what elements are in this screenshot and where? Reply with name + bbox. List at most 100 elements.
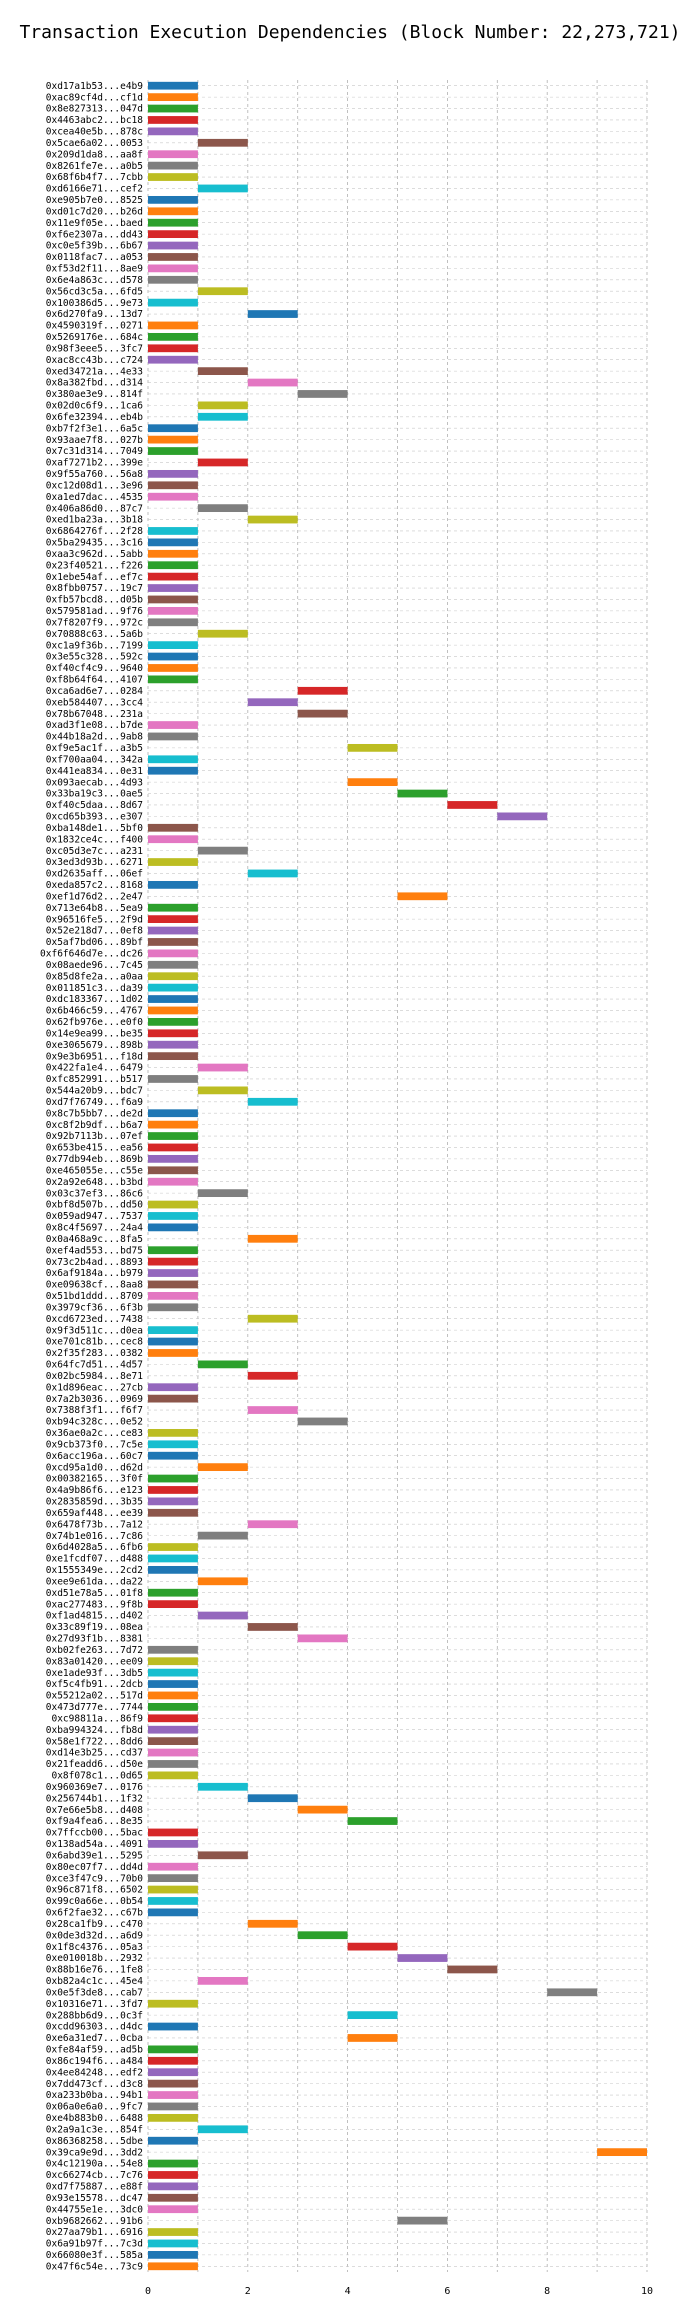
y-tick-label: 0x9f55a760...56a8 [46, 469, 144, 480]
y-tick-label: 0x6a91b97f...7c3d [46, 2239, 143, 2250]
bar [197, 629, 248, 638]
y-tick-label: 0x0118fac7...a053 [46, 252, 143, 263]
y-tick-label: 0x02bc5984...8e71 [46, 1371, 144, 1382]
bar [148, 618, 198, 627]
y-tick-label: 0x059ad947...7537 [46, 1211, 143, 1222]
y-tick-label: 0x77db94eb...869b [46, 1154, 144, 1165]
bar [148, 1200, 198, 1209]
y-tick-label: 0x7f8207f9...972c [46, 617, 143, 628]
y-tick-label: 0x659af448...ee39 [46, 1508, 144, 1519]
y-tick-label: 0x653be415...ea56 [46, 1143, 144, 1154]
bar [197, 2125, 248, 2134]
y-tick-label: 0x88b16e76...1fe8 [46, 1965, 144, 1976]
bar [148, 1486, 198, 1494]
y-tick-label: 0xf9a4fea6...8e35 [46, 1816, 143, 1827]
bar [148, 253, 198, 261]
bars [148, 81, 647, 2271]
bar [197, 401, 248, 410]
y-tick-label: 0x6acc196a...60c7 [46, 1451, 143, 1462]
bar [148, 2091, 198, 2099]
y-tick-label: 0x2f35f283...0382 [46, 1348, 143, 1359]
y-tick-label: 0xd01c7d20...b26d [46, 206, 143, 217]
y-tick-label: 0xca6ad6e7...0284 [46, 686, 144, 697]
x-tick-label: 2 [245, 2286, 251, 2297]
y-tick-label: 0x713e64b8...5ea9 [46, 903, 144, 914]
y-tick-label: 0x256744b1...1f32 [46, 1793, 143, 1804]
bar [148, 983, 198, 992]
bar [297, 390, 348, 398]
y-tick-label: 0x6864276f...2f28 [46, 526, 144, 537]
bar [148, 549, 198, 558]
y-tick-label: 0x138ad54a...4091 [46, 1839, 144, 1850]
y-tick-label: 0x5af7bd06...89bf [46, 937, 143, 948]
bar [197, 1086, 248, 1095]
y-tick-label: 0xe1ade93f...3db5 [46, 1668, 143, 1679]
y-tick-label: 0x8e827313...047d [46, 104, 143, 115]
y-tick-label: 0x7388f3f1...f6f7 [46, 1405, 143, 1416]
y-tick-label: 0xaa3c962d...5abb [46, 549, 144, 560]
y-tick-label: 0x21feadd6...d50e [46, 1759, 144, 1770]
bar [148, 81, 198, 90]
bar [247, 1623, 298, 1631]
bar [247, 1314, 298, 1323]
y-tick-label: 0xed1ba23a...3b18 [46, 515, 144, 526]
y-tick-label: 0xc98811a...86f9 [51, 1713, 143, 1724]
bar [247, 869, 298, 878]
bar [447, 1965, 498, 1974]
y-tick-label: 0xcd6723ed...7438 [46, 1314, 144, 1325]
bar [148, 195, 198, 204]
y-tick-label: 0x8a382fbd...d314 [46, 378, 144, 389]
y-tick-label: 0x2a92e648...b3bd [46, 1177, 143, 1188]
y-tick-label: 0x093aecab...4d93 [46, 777, 143, 788]
bar [197, 1063, 248, 1072]
y-tick-label: 0x288bb6d9...0c3f [46, 2010, 143, 2021]
bar [148, 1326, 198, 1335]
bar [148, 2262, 198, 2271]
y-tick-label: 0xac89cf4d...cf1d [46, 92, 143, 103]
y-tick-label: 0x56cd3c5a...6fd5 [46, 286, 143, 297]
y-tick-label: 0xf8b64f64...4107 [46, 675, 143, 686]
y-tick-label: 0xfe84af59...ad5b [46, 2045, 144, 2056]
bar [397, 892, 448, 901]
bar [297, 1634, 348, 1643]
bar [148, 321, 198, 330]
y-tick-label: 0x28ca1fb9...c470 [46, 1919, 144, 1930]
chart-title: Transaction Execution Dependencies (Bloc… [19, 22, 680, 43]
y-tick-label: 0x51bd1ddd...8709 [46, 1291, 144, 1302]
bar [148, 1999, 198, 2008]
bar [148, 1543, 198, 1551]
y-tick-label: 0xba994324...fb8d [46, 1725, 143, 1736]
bar [197, 846, 248, 855]
bar [148, 1154, 198, 1163]
bar [148, 1440, 198, 1449]
y-tick-label: 0xe6a31ed7...0cba [46, 2033, 143, 2044]
bar [148, 1006, 198, 1015]
y-tick-label: 0x6e4a863c...d578 [46, 275, 144, 286]
y-tick-label: 0x5269176e...684c [46, 332, 143, 343]
y-tick-label: 0x96516fe5...2f9d [46, 914, 143, 925]
y-tick-label: 0xf40cf4c9...9640 [46, 663, 144, 674]
y-tick-label: 0x544a20b9...bdc7 [46, 1086, 143, 1097]
bar [148, 1394, 198, 1403]
bar [297, 686, 348, 695]
y-tick-label: 0x9f3d511c...d0ea [46, 1325, 143, 1336]
bar [197, 458, 248, 467]
y-tick-label: 0xf6e2307a...dd43 [46, 229, 143, 240]
bar [148, 2250, 198, 2259]
y-tick-label: 0xac8cc43b...c724 [46, 355, 144, 366]
y-tick-label: 0x380ae3e9...814f [46, 389, 143, 400]
bar [148, 2056, 198, 2065]
bar [148, 1771, 198, 1780]
y-tick-label: 0x02d0c6f9...1ca6 [46, 401, 144, 412]
y-tick-label: 0x14e9ea99...be35 [46, 1028, 143, 1039]
bar [148, 2113, 198, 2122]
bar [397, 1954, 448, 1962]
bar [148, 960, 198, 969]
bar [148, 949, 198, 958]
bar [397, 2216, 448, 2225]
bar [148, 2068, 198, 2077]
y-tick-label: 0x6af9184a...b979 [46, 1268, 144, 1279]
bar [148, 1040, 198, 1049]
y-tick-label: 0x2a9a1c3e...854f [46, 2124, 143, 2135]
bar [297, 1931, 348, 1940]
